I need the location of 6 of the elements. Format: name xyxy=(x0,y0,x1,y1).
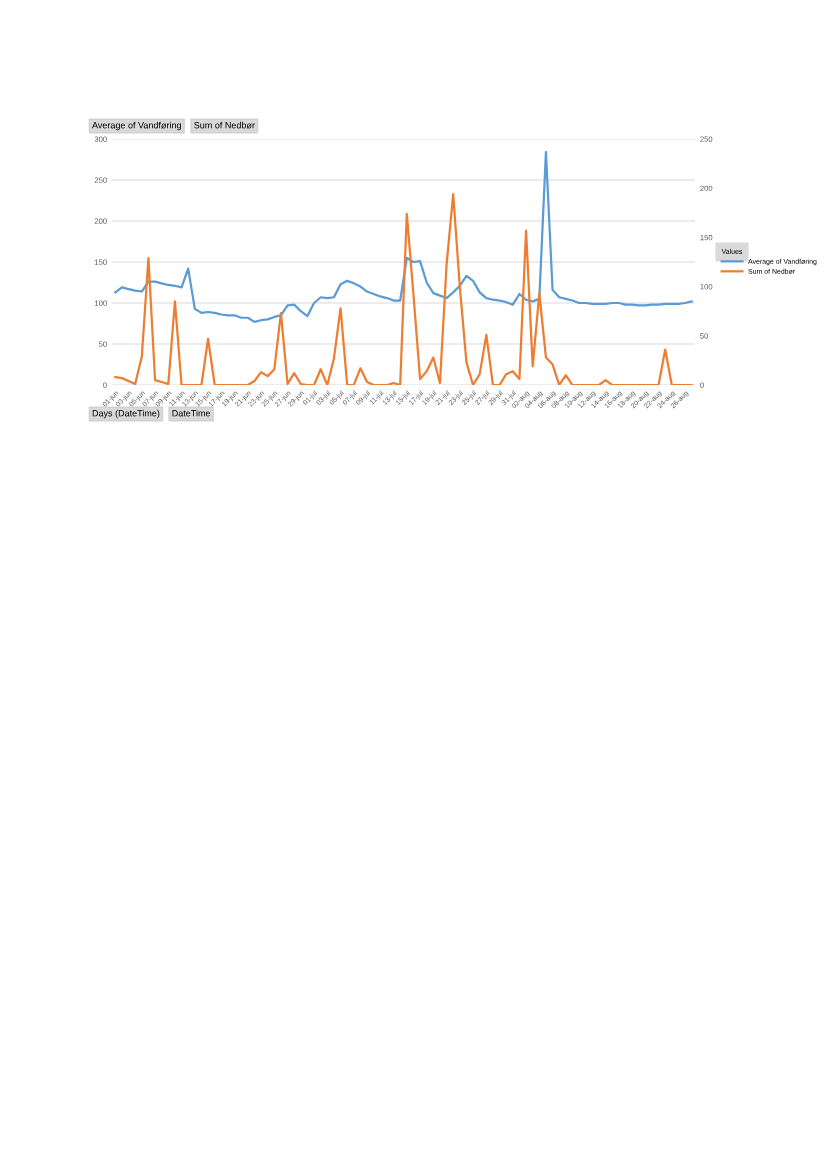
text: DateTime xyxy=(172,409,211,417)
text: Days (DateTime) xyxy=(92,409,160,419)
line-series xyxy=(114,192,693,385)
text: Sum of Nedbør xyxy=(194,121,255,129)
line-series xyxy=(114,151,693,323)
text: Average of Vandføring xyxy=(92,121,181,131)
